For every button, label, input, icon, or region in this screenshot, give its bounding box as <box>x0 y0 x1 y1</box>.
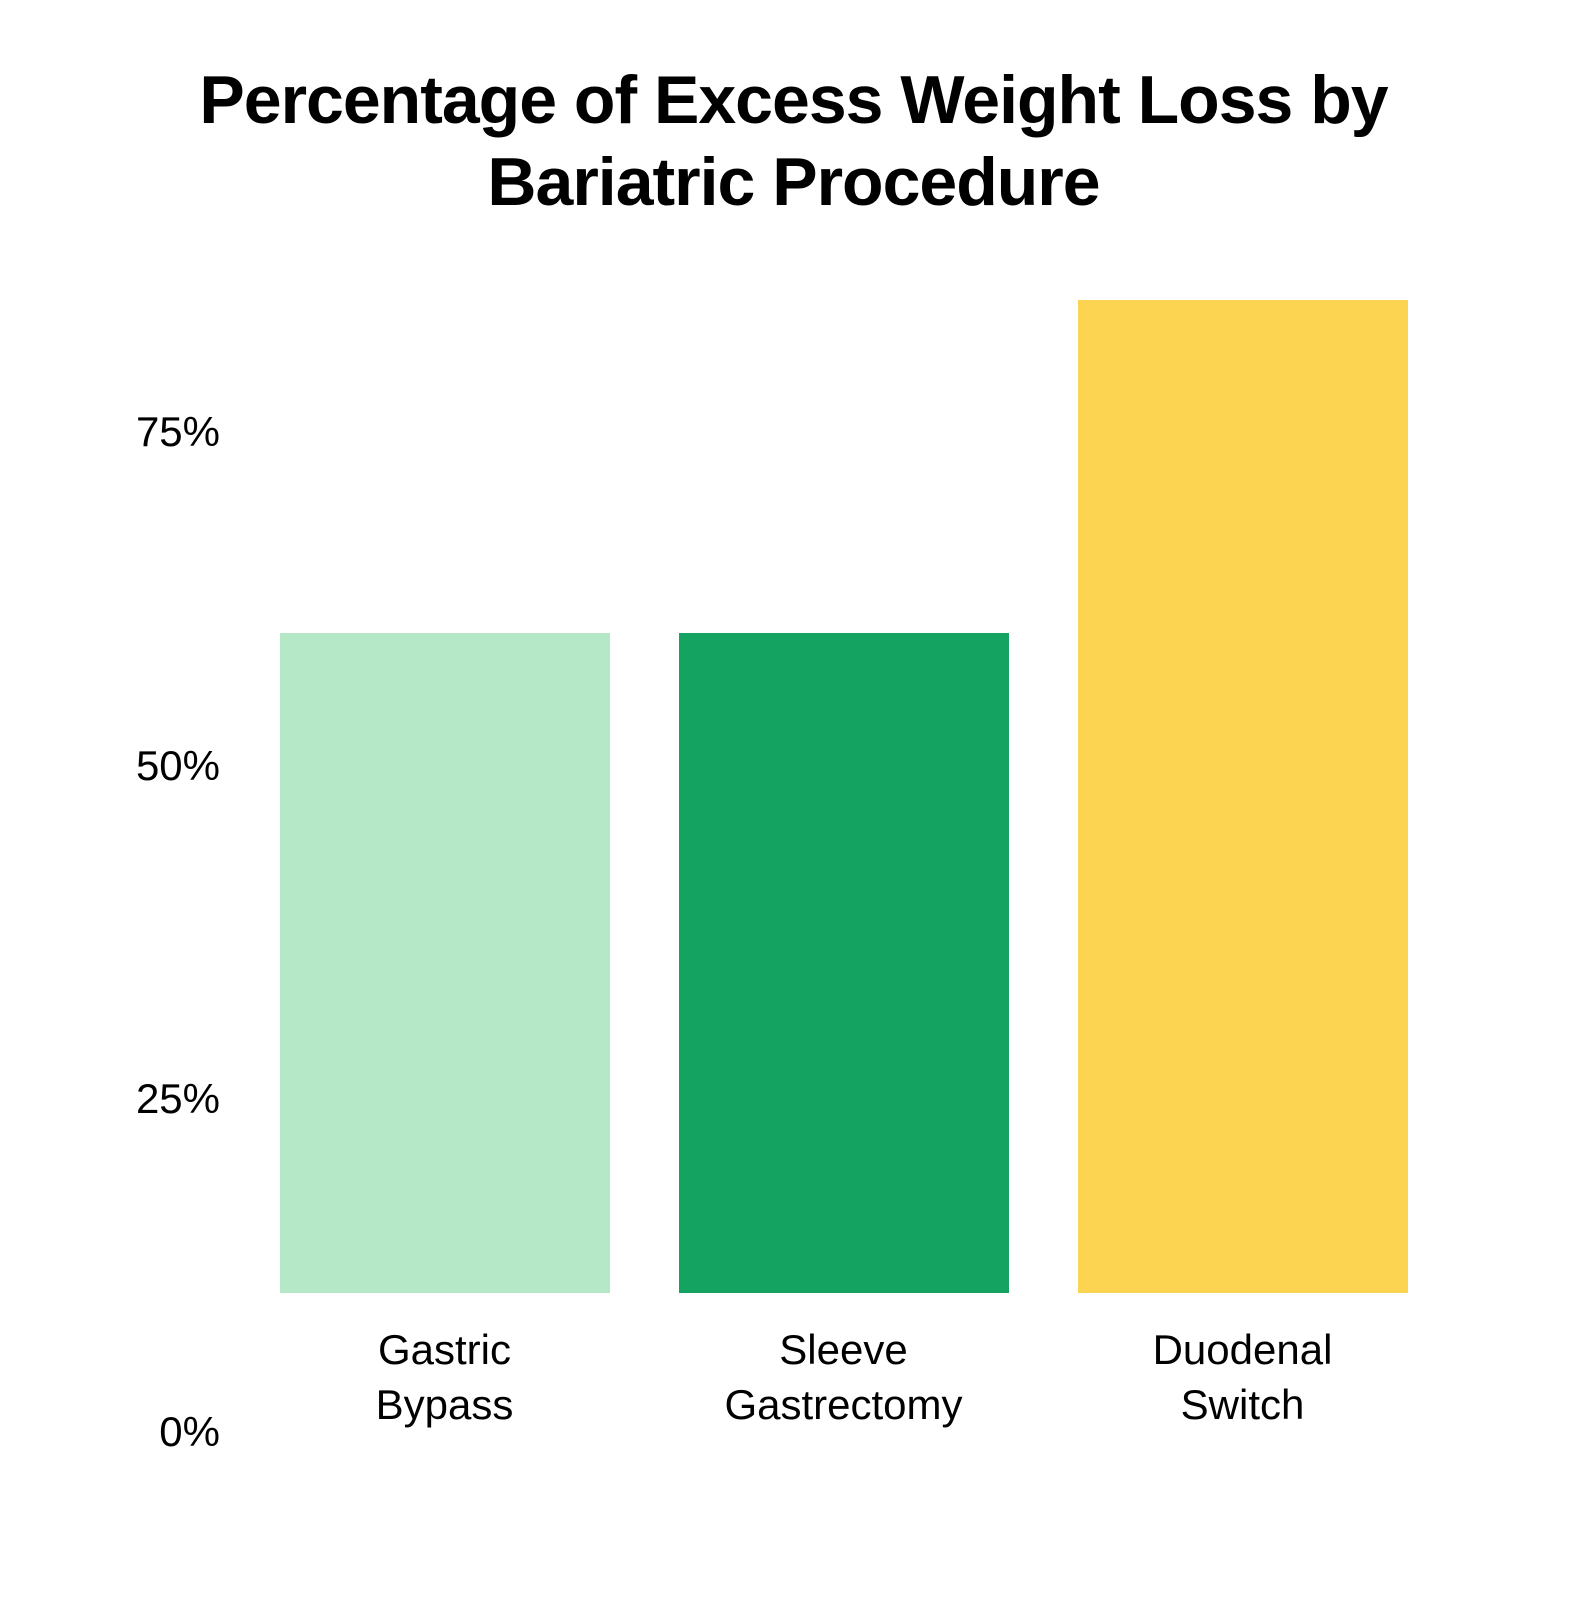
y-tick-label: 25% <box>136 1075 220 1123</box>
bar <box>1078 300 1408 1293</box>
x-axis-labels: GastricBypass SleeveGastrectomy DuodenalSw… <box>240 1323 1447 1432</box>
bar <box>280 633 610 1293</box>
y-axis: 0%25%50%75% <box>100 293 220 1432</box>
x-tick-label: SleeveGastrectomy <box>679 1323 1009 1432</box>
x-tick-label: GastricBypass <box>280 1323 610 1432</box>
chart-title: Percentage of Excess Weight Loss by Bari… <box>80 60 1507 223</box>
bar <box>679 633 1009 1293</box>
y-tick-label: 50% <box>136 742 220 790</box>
y-tick-label: 0% <box>159 1408 220 1456</box>
chart-container: 0%25%50%75% GastricBypassSleeveGastrecto… <box>240 293 1447 1432</box>
y-tick-label: 75% <box>136 408 220 456</box>
plot-area <box>240 293 1447 1293</box>
x-tick-label: DuodenalSwitch <box>1078 1323 1408 1432</box>
